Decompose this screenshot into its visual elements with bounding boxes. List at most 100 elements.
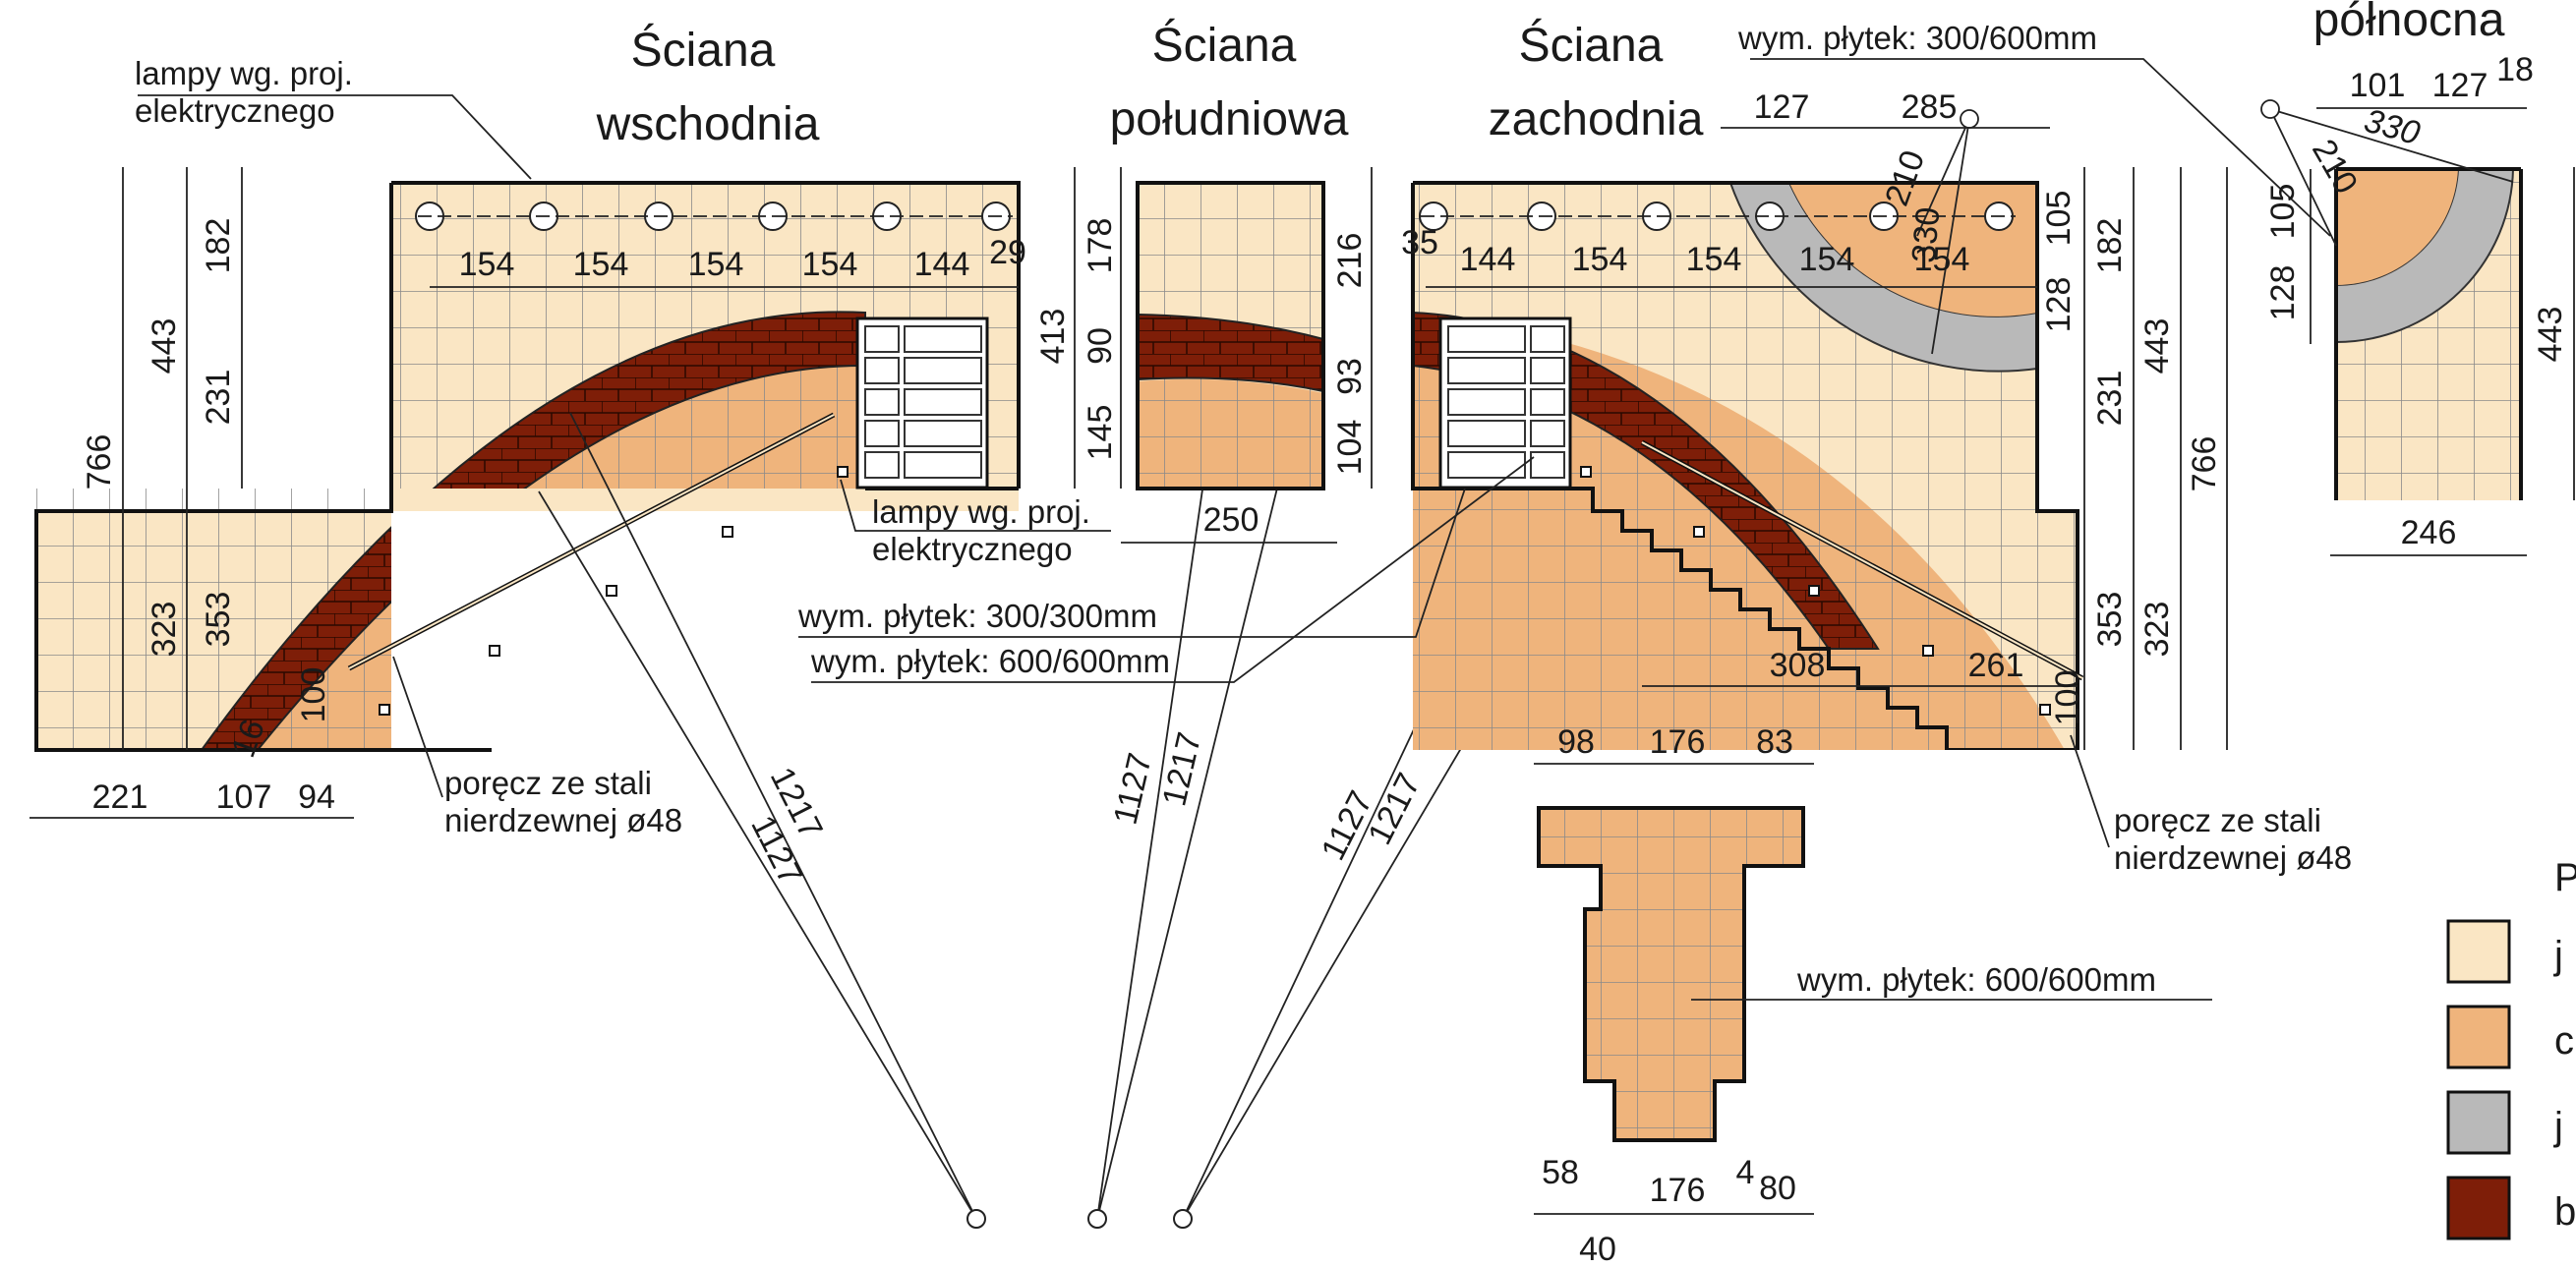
dim-north-127: 127 [2432,67,2488,104]
titles: Ściana wschodnia Ściana południowa Ścian… [596,0,2505,150]
note-lamps-top-1: lampy wg. proj. [135,55,353,91]
note-railing-right-2: nierdzewnej ø48 [2114,839,2352,876]
dim-east-221: 221 [92,778,148,816]
dim-west-lamp-3: 154 [1572,241,1628,278]
legend-swatch-light-beige [2446,919,2511,984]
south-wall [1136,181,1325,490]
dim-east-231: 231 [200,370,237,426]
dim-west-285: 285 [1902,88,1958,126]
dim-north-128: 128 [2264,265,2302,321]
dim-north-443: 443 [2532,307,2569,363]
dim-south-216: 216 [1331,233,1369,289]
legend-label-1: j [2553,934,2563,977]
leader-lines [138,58,2331,1001]
legend-swatch-brown [2446,1176,2511,1240]
east-door [855,317,989,490]
south-wall-title-2: południowa [1110,93,1349,145]
legend-title: P [2554,856,2576,899]
dim-east-94: 94 [298,778,335,816]
note-lamps-mid-2: elektrycznego [872,531,1073,567]
dim-south-145: 145 [1082,405,1119,461]
dim-east-lamp-4: 154 [802,246,858,283]
west-wall-stair-steps [1573,487,2078,750]
dim-west-308: 308 [1770,647,1826,684]
dim-west-261: 261 [1968,647,2024,684]
dim-radius-3: 1127 [1107,750,1159,829]
dim-south-104: 104 [1331,420,1369,476]
south-wall-title-1: Ściana [1152,18,1297,72]
dim-west-lamp-4: 154 [1686,241,1742,278]
note-tile-300-600: wym. płytek: 300/600mm [1737,20,2097,56]
dim-east-100: 100 [295,667,332,723]
dim-floor-176-top: 176 [1650,723,1706,761]
note-tile-300-300: wym. płytek: 300/300mm [797,598,1157,634]
north-wall [2260,99,2523,500]
dim-west-105: 105 [2040,191,2078,247]
dim-north-18: 18 [2496,51,2534,88]
dim-east-lamp-6: 29 [989,234,1026,271]
floor-tile-plan [1537,806,1805,1142]
radius-centers [966,1209,1193,1229]
north-wall-peach-arch [2336,169,2458,286]
note-railing-left-2: nierdzewnej ø48 [444,802,682,838]
dimension-lines [29,107,2575,1215]
dim-floor-83: 83 [1756,723,1793,761]
dim-east-443: 443 [146,318,183,374]
east-wall-title-1: Ściana [631,23,776,77]
dim-south-178: 178 [1082,218,1119,274]
dim-floor-80: 80 [1759,1170,1796,1207]
legend-label-4: b [2554,1190,2576,1234]
dim-floor-4: 4 [1736,1154,1755,1191]
dim-east-353: 353 [200,592,237,648]
west-wall-title-2: zachodnia [1489,93,1704,145]
legend-label-2: c [2554,1019,2574,1063]
west-door [1438,317,1572,490]
north-wall-title: północna [2313,0,2505,46]
legend-swatch-peach [2446,1005,2511,1069]
dim-south-413: 413 [1034,309,1072,365]
east-door-panels [864,325,982,479]
dim-west-182: 182 [2091,218,2129,274]
dim-east-182: 182 [200,218,237,274]
notes: lampy wg. proj. elektrycznego lampy wg. … [135,20,2352,998]
dim-west-353: 353 [2091,592,2129,648]
note-lamps-mid-1: lampy wg. proj. [872,493,1090,530]
west-wall [1411,109,2084,750]
dim-floor-40: 40 [1579,1231,1616,1267]
dim-west-lamp-6: 154 [1914,241,1970,278]
dim-north-101: 101 [2350,67,2406,104]
dim-west-lamp-5: 154 [1799,241,1855,278]
dim-south-90: 90 [1082,327,1119,365]
dim-floor-98: 98 [1557,723,1595,761]
dim-north-246: 246 [2401,514,2457,551]
west-wall-title-1: Ściana [1519,18,1664,72]
dim-east-lamp-2: 154 [573,246,629,283]
dim-west-127: 127 [1754,88,1810,126]
dim-south-93: 93 [1331,358,1369,395]
note-railing-left-1: poręcz ze stali [444,765,652,801]
dim-west-100: 100 [2049,670,2086,726]
dim-west-443: 443 [2138,318,2176,374]
legend: P j c j b [2446,856,2576,1240]
dim-west-lamp-2: 144 [1460,241,1516,278]
east-wall-title-2: wschodnia [596,98,820,150]
legend-label-3: j [2553,1105,2563,1148]
note-tile-floor: wym. płytek: 600/600mm [1796,961,2156,998]
dim-west-128: 128 [2040,277,2078,333]
dim-floor-58: 58 [1542,1154,1579,1191]
dim-west-lamp-1: 35 [1401,224,1438,261]
note-tile-600-600: wym. płytek: 600/600mm [810,643,1170,679]
dim-east-lamp-5: 144 [914,246,970,283]
dim-north-arc-330: 330 [2361,102,2425,152]
dim-north-105: 105 [2264,184,2302,240]
legend-swatch-grey [2446,1090,2511,1155]
dim-east-766: 766 [81,434,118,490]
dim-west-766: 766 [2186,436,2223,492]
dim-west-arc-330: 330 [1905,205,1948,264]
note-lamps-top-2: elektrycznego [135,92,335,129]
dim-east-lamp-1: 154 [459,246,515,283]
dim-west-323: 323 [2138,602,2176,658]
dim-floor-176-bottom: 176 [1650,1172,1706,1209]
east-railing-posts [379,466,849,716]
